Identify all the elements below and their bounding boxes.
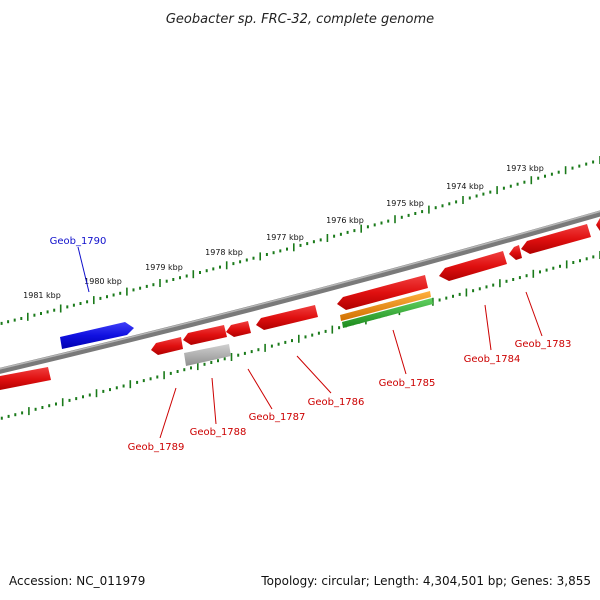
scale-label-1973: 1973 kbp (506, 164, 544, 173)
gene-label-geob-1784[interactable]: Geob_1784 (464, 354, 521, 365)
accession-label: Accession: NC_011979 (9, 574, 146, 588)
gene-label-geob-1787[interactable]: Geob_1787 (249, 412, 306, 423)
leader-geob-1788 (211, 377, 217, 425)
scale-label-1975: 1975 kbp (386, 199, 424, 208)
leader-geob-1789 (159, 387, 177, 439)
gene-partial-right-arrow[interactable] (596, 217, 600, 231)
leader-geob-1787 (247, 368, 273, 410)
gene-geob-1783-arrow[interactable] (521, 224, 591, 254)
gene-track-minus (0, 217, 600, 391)
scale-label-1974: 1974 kbp (446, 182, 484, 191)
gene-geob-1785-arrow[interactable] (337, 275, 428, 310)
gene-label-geob-1783[interactable]: Geob_1783 (515, 339, 572, 350)
gene-label-geob-1790[interactable]: Geob_1790 (50, 236, 107, 247)
gene-geob-1789-arrow[interactable] (151, 337, 183, 355)
scale-label-1977: 1977 kbp (266, 233, 304, 242)
gene-geob-1788-feature-gray[interactable] (184, 344, 231, 366)
leader-geob-1790 (77, 246, 90, 293)
leader-geob-1784 (484, 304, 492, 351)
scale-label-1981: 1981 kbp (23, 291, 61, 300)
gene-label-geob-1786[interactable]: Geob_1786 (308, 397, 365, 408)
scale-label-1976: 1976 kbp (326, 216, 364, 225)
scale-label-1978: 1978 kbp (205, 248, 243, 257)
gene-track-plus (60, 322, 134, 349)
map-title: Geobacter sp. FRC-32, complete genome (166, 12, 434, 27)
leader-geob-1783 (525, 291, 543, 337)
genome-backbone (0, 210, 600, 374)
gene-partial-left-arrow[interactable] (0, 367, 51, 391)
scale-label-1979: 1979 kbp (145, 263, 183, 272)
gene-geob-1786-arrow[interactable] (256, 305, 318, 330)
gene-geob-1784-arrow[interactable] (439, 251, 507, 281)
gene-geob-1785-feature-orange[interactable] (340, 291, 431, 321)
genome-backbone-highlight (0, 210, 600, 370)
scale-labels: 1981 kbp 1980 kbp 1979 kbp 1978 kbp 1977… (23, 164, 544, 300)
leader-geob-1786 (296, 355, 332, 394)
gene-label-geob-1789[interactable]: Geob_1789 (128, 442, 185, 453)
gene-geob-1788-arrow[interactable] (183, 325, 227, 345)
gene-geob-1785-feature-green[interactable] (342, 298, 433, 328)
gene-small-arrow[interactable] (509, 245, 522, 260)
scale-label-1980: 1980 kbp (84, 277, 122, 286)
genome-summary: Topology: circular; Length: 4,304,501 bp… (261, 574, 591, 588)
outer-scale-track (0, 156, 600, 325)
gene-geob-1790-arrow[interactable] (60, 322, 134, 349)
gene-geob-1787-arrow[interactable] (226, 321, 251, 337)
leader-geob-1785 (392, 329, 407, 375)
gene-label-geob-1785[interactable]: Geob_1785 (379, 378, 436, 389)
gene-labels: Geob_1790 Geob_1789 Geob_1788 Geob_1787 … (50, 236, 572, 453)
gene-label-geob-1788[interactable]: Geob_1788 (190, 427, 247, 438)
gene-leaders (77, 246, 543, 439)
